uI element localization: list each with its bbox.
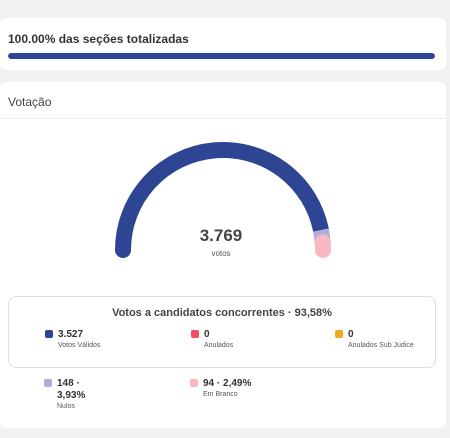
votes-gauge xyxy=(115,142,331,258)
progress-title: 100.00% das seções totalizadas xyxy=(8,32,189,46)
progress-bar-fill xyxy=(8,53,435,59)
stat-label: Anulados xyxy=(204,342,234,349)
total-votes: 3.769 xyxy=(199,226,243,245)
legend-swatch xyxy=(45,330,53,338)
stat-value: 94 · 2,49% xyxy=(203,378,252,389)
legend-swatch xyxy=(44,379,52,387)
stat-em-branco: 94 · 2,49% Em Branco xyxy=(190,378,290,399)
stat-label: Nulos xyxy=(57,403,75,410)
stat-label: Votos Válidos xyxy=(58,342,101,349)
stat-votos-validos: 3.527 Votos Válidos xyxy=(45,329,100,350)
stat-value: 0 xyxy=(348,329,354,340)
legend-swatch xyxy=(335,330,343,338)
gauge-segment xyxy=(115,142,329,258)
stat-nulos: 148 · 3,93% Nulos xyxy=(44,378,104,411)
stat-value: 148 · 3,93% xyxy=(57,378,86,401)
stat-value: 0 xyxy=(204,329,210,340)
candidatos-box: Votos a candidatos concorrentes · 93,58%… xyxy=(8,296,436,368)
stat-label: Em Branco xyxy=(203,391,238,398)
divider xyxy=(0,118,446,119)
stat-label: Anulados Sub Judice xyxy=(348,342,414,349)
total-votes-label: votos xyxy=(211,249,231,258)
stat-anulados-sub-judice: 0 Anulados Sub Judice xyxy=(335,329,415,350)
votacao-card: Votação xyxy=(0,82,446,428)
legend-swatch xyxy=(191,330,199,338)
votacao-header: Votação xyxy=(8,95,52,109)
stat-anulados: 0 Anulados xyxy=(191,329,233,350)
progress-bar xyxy=(8,53,435,59)
progress-card: 100.00% das seções totalizadas xyxy=(0,18,446,70)
candidatos-title: Votos a candidatos concorrentes · 93,58% xyxy=(112,307,332,319)
legend-swatch xyxy=(190,379,198,387)
stat-value: 3.527 xyxy=(58,329,84,340)
